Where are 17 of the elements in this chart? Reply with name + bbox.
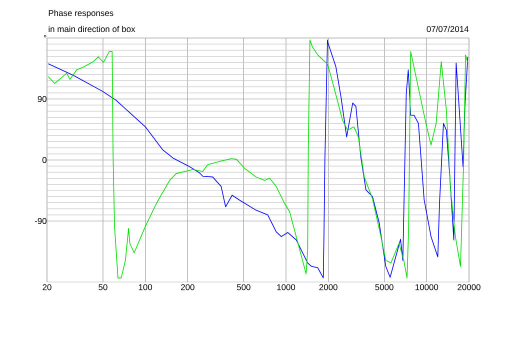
y-tick-label: 90 [38, 96, 46, 102]
x-tick-label: 20 [42, 284, 52, 290]
y-tick-label: 0 [42, 157, 46, 163]
x-tick-label: 200 [181, 284, 194, 290]
chart-title: Phase responses [48, 10, 114, 18]
text: 07/07/2014 [426, 26, 469, 32]
y-tick-label: -90 [34, 218, 46, 224]
x-tick-label: 2000 [319, 284, 338, 290]
x-tick-label: 1000 [277, 284, 296, 290]
x-tick-label: 10000 [416, 284, 438, 290]
x-tick-label: 100 [138, 284, 152, 290]
x-tick-label: 5000 [375, 284, 394, 290]
y-tick-label: ° [44, 35, 46, 38]
chart-subtitle: in main direction of box [48, 26, 136, 32]
x-tick-label: 50 [98, 284, 108, 290]
x-tick-label: 20000 [458, 284, 480, 290]
x-tick-label: 500 [236, 284, 250, 290]
